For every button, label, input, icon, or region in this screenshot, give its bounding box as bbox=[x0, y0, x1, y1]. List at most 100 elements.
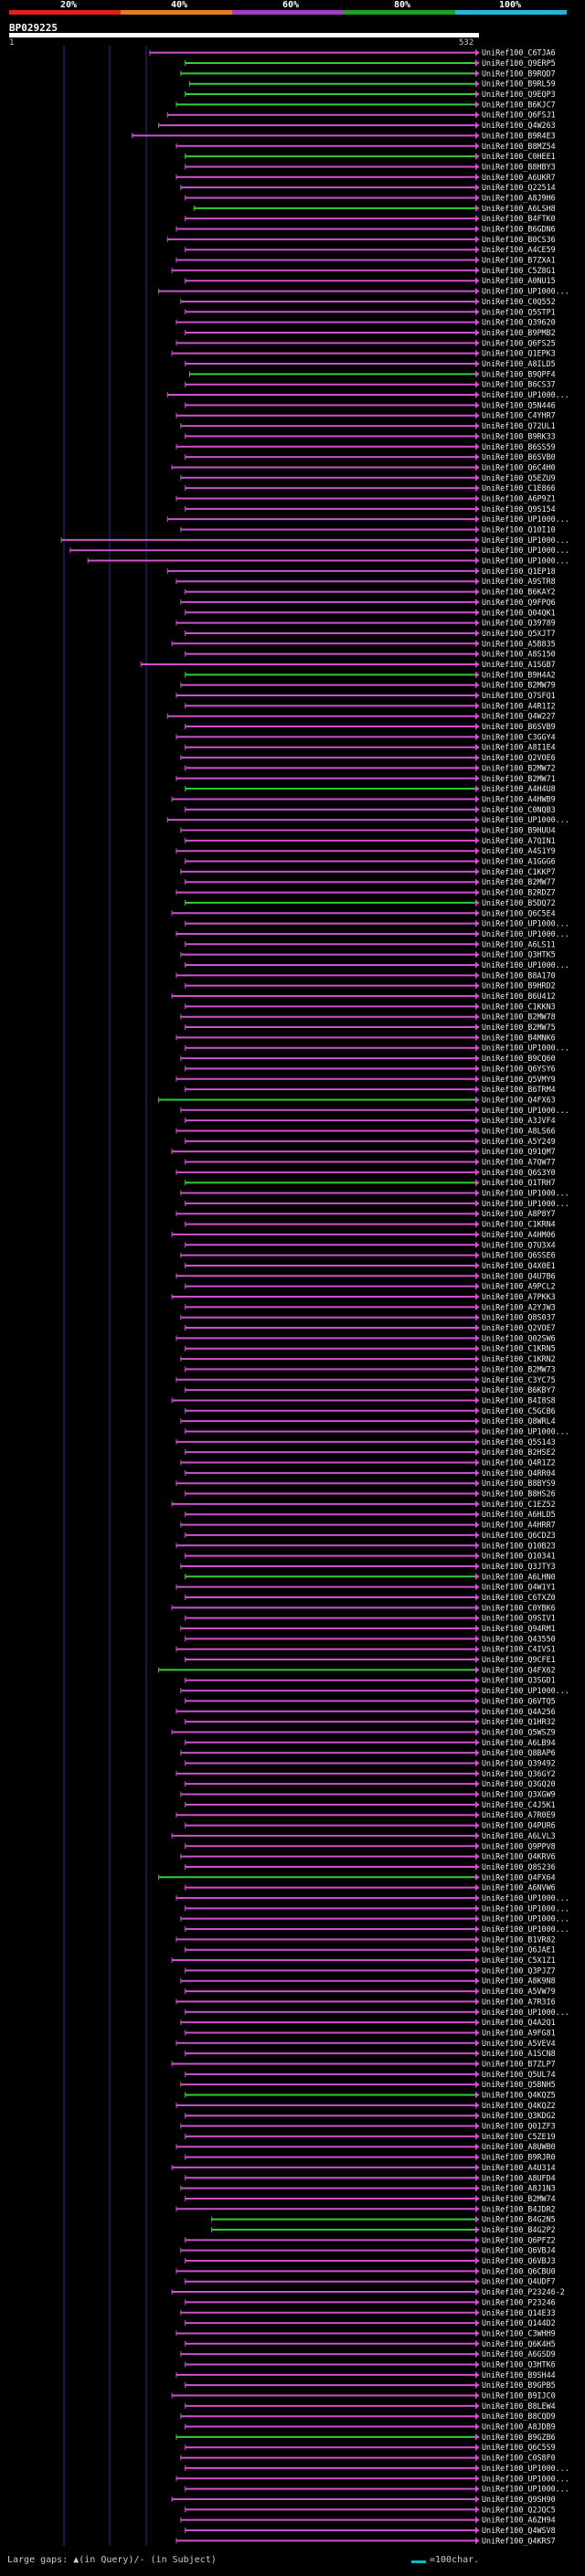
hit-label[interactable]: UniRef100_A9FG81 bbox=[482, 2028, 556, 2037]
hit-label[interactable]: UniRef100_Q4KQZ5 bbox=[482, 2091, 556, 2100]
hit-label[interactable]: UniRef100_Q9S154 bbox=[482, 504, 556, 514]
hit-label[interactable]: UniRef100_C4J5K1 bbox=[482, 1800, 556, 1809]
hit-label[interactable]: UniRef100_Q01ZF3 bbox=[482, 2122, 556, 2131]
hit-label[interactable]: UniRef100_B9GPB5 bbox=[482, 2380, 556, 2390]
hit-label[interactable]: UniRef100_Q6CDZ3 bbox=[482, 1531, 556, 1540]
hit-label[interactable]: UniRef100_A4U314 bbox=[482, 2163, 556, 2172]
hit-label[interactable]: UniRef100_C1KKP7 bbox=[482, 867, 556, 876]
hit-label[interactable]: UniRef100_C4IVS1 bbox=[482, 1645, 556, 1654]
hit-label[interactable]: UniRef100_Q04QK1 bbox=[482, 608, 556, 617]
hit-label[interactable]: UniRef100_C0S8F0 bbox=[482, 2454, 556, 2463]
hit-label[interactable]: UniRef100_Q10341 bbox=[482, 1552, 556, 1561]
hit-label[interactable]: UniRef100_Q43550 bbox=[482, 1634, 556, 1643]
hit-label[interactable]: UniRef100_A4CE59 bbox=[482, 245, 556, 254]
hit-label[interactable]: UniRef100_P23246-2 bbox=[482, 2287, 565, 2296]
hit-label[interactable]: UniRef100_B9RK33 bbox=[482, 431, 556, 440]
hit-label[interactable]: UniRef100_Q1EP18 bbox=[482, 567, 556, 576]
hit-label[interactable]: UniRef100_A6ZH94 bbox=[482, 2516, 556, 2525]
hit-label[interactable]: UniRef100_C5ZE19 bbox=[482, 2132, 556, 2141]
hit-label[interactable]: UniRef100_Q39789 bbox=[482, 619, 556, 628]
hit-label[interactable]: UniRef100_B6TRM4 bbox=[482, 1085, 556, 1094]
hit-label[interactable]: UniRef100_UP1000... bbox=[482, 2474, 569, 2483]
hit-label[interactable]: UniRef100_A7R3I6 bbox=[482, 1997, 556, 2006]
hit-label[interactable]: UniRef100_UP1000... bbox=[482, 1189, 569, 1198]
hit-label[interactable]: UniRef100_UP1000... bbox=[482, 1903, 569, 1913]
hit-label[interactable]: UniRef100_B2MW72 bbox=[482, 763, 556, 772]
hit-label[interactable]: UniRef100_A6LVL3 bbox=[482, 1831, 556, 1840]
hit-label[interactable]: UniRef100_B2MW79 bbox=[482, 681, 556, 690]
hit-label[interactable]: UniRef100_C0YBK6 bbox=[482, 1603, 556, 1612]
hit-label[interactable]: UniRef100_Q3PJZ7 bbox=[482, 1966, 556, 1975]
hit-label[interactable]: UniRef100_A7R0E9 bbox=[482, 1810, 556, 1819]
hit-label[interactable]: UniRef100_B4G2N5 bbox=[482, 2215, 556, 2224]
hit-label[interactable]: UniRef100_C0HEE1 bbox=[482, 152, 556, 161]
hit-label[interactable]: UniRef100_A8UFD4 bbox=[482, 2173, 556, 2182]
hit-label[interactable]: UniRef100_B7ZLP7 bbox=[482, 2059, 556, 2068]
hit-label[interactable]: UniRef100_C4YHR7 bbox=[482, 411, 556, 420]
hit-label[interactable]: UniRef100_A8J1N3 bbox=[482, 2184, 556, 2193]
hit-label[interactable]: UniRef100_B8A170 bbox=[482, 970, 556, 980]
hit-label[interactable]: UniRef100_A6LHN0 bbox=[482, 1572, 556, 1581]
hit-label[interactable]: UniRef100_A8J9H6 bbox=[482, 193, 556, 202]
hit-label[interactable]: UniRef100_UP1000... bbox=[482, 1106, 569, 1115]
hit-label[interactable]: UniRef100_UP1000... bbox=[482, 390, 569, 399]
hit-label[interactable]: UniRef100_Q4W263 bbox=[482, 121, 556, 130]
hit-label[interactable]: UniRef100_Q39492 bbox=[482, 1758, 556, 1767]
hit-label[interactable]: UniRef100_Q8S037 bbox=[482, 1313, 556, 1322]
hit-label[interactable]: UniRef100_Q3GQ20 bbox=[482, 1779, 556, 1788]
hit-label[interactable]: UniRef100_Q9CFE1 bbox=[482, 1655, 556, 1664]
hit-label[interactable]: UniRef100_B4G2P2 bbox=[482, 2225, 556, 2234]
hit-label[interactable]: UniRef100_Q5N446 bbox=[482, 400, 556, 409]
hit-label[interactable]: UniRef100_Q5VMY9 bbox=[482, 1075, 556, 1084]
hit-label[interactable]: UniRef100_B4JDR2 bbox=[482, 2204, 556, 2213]
hit-label[interactable]: UniRef100_Q6PFZ2 bbox=[482, 2235, 556, 2244]
hit-label[interactable]: UniRef100_B9QPF4 bbox=[482, 369, 556, 378]
hit-label[interactable]: UniRef100_B8MZ54 bbox=[482, 142, 556, 151]
hit-label[interactable]: UniRef100_UP1000... bbox=[482, 1426, 569, 1436]
hit-label[interactable]: UniRef100_Q14E33 bbox=[482, 2308, 556, 2317]
hit-label[interactable]: UniRef100_Q3JTY3 bbox=[482, 1562, 556, 1571]
hit-label[interactable]: UniRef100_Q5UL74 bbox=[482, 2070, 556, 2079]
hit-label[interactable]: UniRef100_B0CS36 bbox=[482, 235, 556, 244]
hit-label[interactable]: UniRef100_B4I8S8 bbox=[482, 1395, 556, 1405]
hit-label[interactable]: UniRef100_A5VEV4 bbox=[482, 2039, 556, 2048]
hit-label[interactable]: UniRef100_B6SVB0 bbox=[482, 452, 556, 461]
hit-label[interactable]: UniRef100_B8CQD9 bbox=[482, 2412, 556, 2421]
hit-label[interactable]: UniRef100_A6NVW6 bbox=[482, 1883, 556, 1892]
hit-label[interactable]: UniRef100_B6KAY2 bbox=[482, 588, 556, 597]
hit-label[interactable]: UniRef100_B9HRD2 bbox=[482, 981, 556, 991]
hit-label[interactable]: UniRef100_Q1HR32 bbox=[482, 1717, 556, 1726]
hit-label[interactable]: UniRef100_UP1000... bbox=[482, 919, 569, 928]
hit-label[interactable]: UniRef100_Q91QM7 bbox=[482, 1147, 556, 1156]
hit-label[interactable]: UniRef100_Q4KQZ2 bbox=[482, 2101, 556, 2110]
hit-label[interactable]: UniRef100_A5Y249 bbox=[482, 1137, 556, 1146]
hit-label[interactable]: UniRef100_C1E866 bbox=[482, 483, 556, 493]
hit-label[interactable]: UniRef100_A2YJW3 bbox=[482, 1302, 556, 1311]
hit-label[interactable]: UniRef100_Q4FX64 bbox=[482, 1872, 556, 1882]
hit-label[interactable]: UniRef100_Q4U7B6 bbox=[482, 1271, 556, 1280]
hit-label[interactable]: UniRef100_Q10I10 bbox=[482, 525, 556, 535]
hit-label[interactable]: UniRef100_B6GDN6 bbox=[482, 225, 556, 234]
hit-label[interactable]: UniRef100_B9RQD7 bbox=[482, 69, 556, 78]
hit-label[interactable]: UniRef100_Q9SIV1 bbox=[482, 1614, 556, 1623]
hit-label[interactable]: UniRef100_B6SVB9 bbox=[482, 722, 556, 731]
hit-label[interactable]: UniRef100_Q4R1Z2 bbox=[482, 1458, 556, 1468]
hit-label[interactable]: UniRef100_Q3KDG2 bbox=[482, 2111, 556, 2120]
hit-label[interactable]: UniRef100_B9PMB2 bbox=[482, 328, 556, 337]
hit-label[interactable]: UniRef100_Q144D2 bbox=[482, 2318, 556, 2327]
hit-label[interactable]: UniRef100_A6LB94 bbox=[482, 1738, 556, 1747]
hit-label[interactable]: UniRef100_B4FTK0 bbox=[482, 214, 556, 223]
hit-label[interactable]: UniRef100_A5VW79 bbox=[482, 1987, 556, 1996]
hit-label[interactable]: UniRef100_C1KRN4 bbox=[482, 1220, 556, 1229]
hit-label[interactable]: UniRef100_C1EZ52 bbox=[482, 1500, 556, 1509]
hit-label[interactable]: UniRef100_A9STR8 bbox=[482, 577, 556, 586]
hit-label[interactable]: UniRef100_UP1000... bbox=[482, 546, 569, 555]
hit-label[interactable]: UniRef100_B9RL59 bbox=[482, 80, 556, 89]
hit-label[interactable]: UniRef100_A6P9Z1 bbox=[482, 493, 556, 503]
hit-label[interactable]: UniRef100_Q2VOE6 bbox=[482, 753, 556, 762]
hit-label[interactable]: UniRef100_Q02SW6 bbox=[482, 1333, 556, 1342]
hit-label[interactable]: UniRef100_C5X1Z1 bbox=[482, 1956, 556, 1965]
hit-label[interactable]: UniRef100_Q2VOE7 bbox=[482, 1323, 556, 1332]
hit-label[interactable]: UniRef100_A4S1Y9 bbox=[482, 846, 556, 855]
hit-label[interactable]: UniRef100_A8ILD5 bbox=[482, 359, 556, 368]
